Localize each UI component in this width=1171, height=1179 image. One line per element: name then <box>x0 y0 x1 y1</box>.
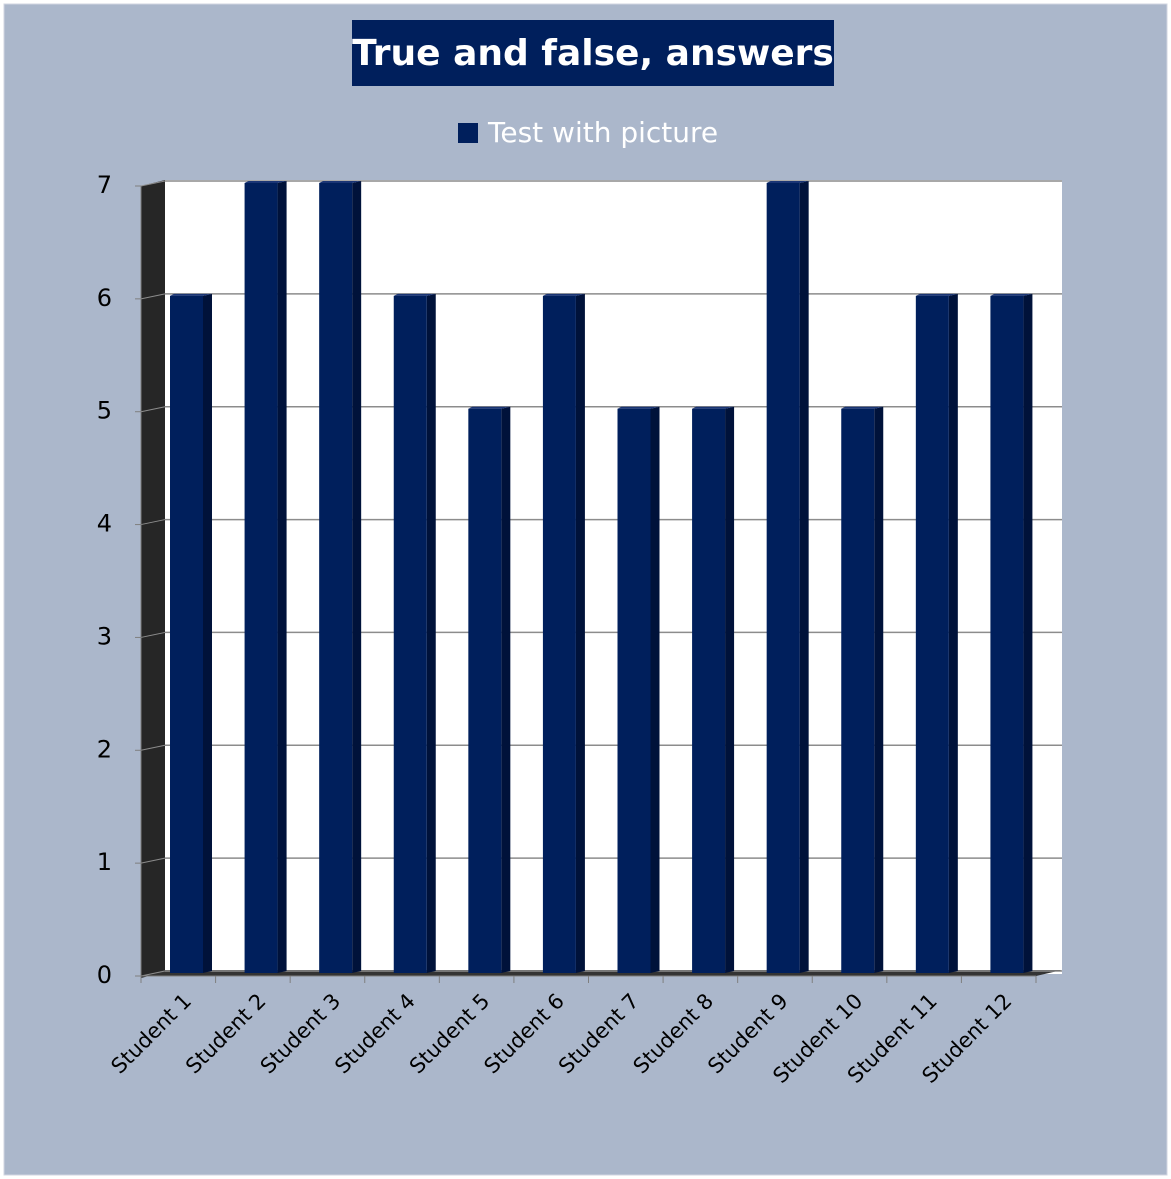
bar-top <box>542 293 585 296</box>
bar-top <box>170 293 212 296</box>
grid-line-side <box>140 970 166 977</box>
bar-side <box>650 406 660 973</box>
bar-side <box>352 181 362 973</box>
bar-side <box>948 293 958 973</box>
back-wall <box>165 180 1062 974</box>
bar-top <box>319 181 362 183</box>
grid-line-side <box>140 180 166 187</box>
y-tick-label: 2 <box>97 735 112 763</box>
bar-side <box>874 406 884 973</box>
bar-side <box>203 293 212 973</box>
y-tick-label: 3 <box>97 622 112 650</box>
bar <box>170 295 203 973</box>
bar-side <box>1023 293 1033 973</box>
bar-side <box>277 181 287 973</box>
bar <box>990 295 1024 973</box>
grid-line-side <box>140 744 166 751</box>
title-box <box>352 20 834 86</box>
bar-side <box>575 293 585 973</box>
y-tick-label: 0 <box>97 961 112 989</box>
y-tick-label: 7 <box>97 171 112 199</box>
side-wall <box>141 180 165 978</box>
bar-top <box>990 293 1033 296</box>
grid-line-side <box>140 406 166 413</box>
bar <box>766 183 800 973</box>
y-tick-label: 4 <box>97 510 112 538</box>
grid-line-side <box>140 293 166 300</box>
grid-line-side <box>140 631 166 638</box>
chart-title: True and false, answers <box>352 33 834 74</box>
bar-side <box>799 181 809 973</box>
bar <box>915 295 949 973</box>
bar <box>468 408 502 973</box>
y-tick-label: 5 <box>97 397 112 425</box>
bar <box>319 183 353 973</box>
bar <box>692 408 726 973</box>
bar-top <box>841 406 884 409</box>
grid-line-side <box>140 857 166 864</box>
grid-line-side <box>140 519 166 526</box>
bar-side <box>501 406 511 973</box>
bar-side <box>426 293 436 973</box>
bar-top <box>244 181 287 183</box>
bar-top <box>393 293 436 296</box>
bar <box>244 183 278 973</box>
bar-top <box>468 406 511 409</box>
y-tick-label: 6 <box>97 284 112 312</box>
bar-top <box>915 293 958 296</box>
bar-side <box>725 406 735 973</box>
legend-label: Test with picture <box>487 116 718 149</box>
legend-swatch <box>458 123 478 143</box>
y-tick-label: 1 <box>97 848 112 876</box>
bar-top <box>617 406 660 409</box>
bar <box>841 408 875 973</box>
bar <box>617 408 651 973</box>
bar-top <box>692 406 735 409</box>
bar-top <box>766 181 809 183</box>
bar <box>393 295 427 973</box>
bar <box>542 295 576 973</box>
